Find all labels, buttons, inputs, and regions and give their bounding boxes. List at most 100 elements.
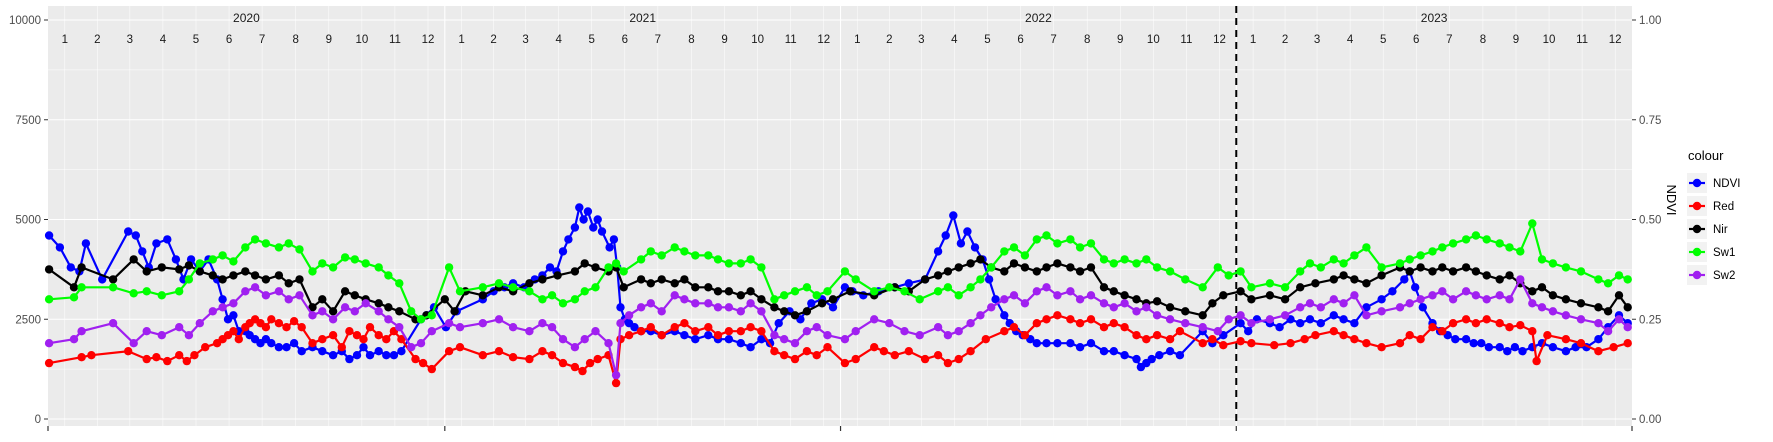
data-point (1438, 287, 1447, 296)
data-point (570, 343, 580, 352)
data-point (1120, 323, 1129, 332)
data-point (1236, 267, 1245, 276)
month-label: 7 (1050, 34, 1056, 46)
legend-key-point (1692, 270, 1702, 280)
month-label: 10 (1543, 34, 1556, 46)
y-right-tick-label: 0.25 (1639, 314, 1661, 326)
data-point (920, 275, 930, 284)
data-point (885, 319, 894, 328)
data-point (1066, 235, 1075, 244)
data-point (1075, 319, 1085, 328)
data-point (1086, 339, 1096, 348)
data-point (308, 311, 317, 320)
data-point (1561, 295, 1571, 304)
data-point (1537, 303, 1547, 312)
data-point (1165, 303, 1175, 312)
data-point (374, 331, 383, 340)
data-point (175, 323, 184, 332)
data-point (152, 239, 161, 248)
data-point (175, 287, 184, 296)
data-point (605, 243, 614, 252)
data-point (746, 255, 755, 264)
legend: colour NDVI Red Nir Sw1 Sw2 (1687, 148, 1740, 285)
month-label: 12 (1213, 34, 1226, 46)
data-point (657, 275, 666, 284)
data-point (1132, 354, 1141, 364)
data-point (361, 299, 370, 308)
month-label: 8 (293, 34, 299, 46)
data-point (597, 227, 607, 236)
data-point (350, 255, 359, 264)
data-point (1438, 263, 1447, 272)
data-point (182, 356, 191, 366)
month-label: 2 (1282, 34, 1288, 46)
data-point (229, 311, 238, 320)
month-label: 10 (355, 34, 368, 46)
data-point (218, 251, 227, 260)
data-point (1280, 295, 1290, 304)
month-label: 2 (886, 34, 892, 46)
data-point (77, 263, 86, 272)
data-point (250, 235, 260, 244)
data-point (284, 279, 293, 288)
data-point (1418, 303, 1428, 312)
data-point (1339, 331, 1348, 340)
data-point (440, 295, 449, 304)
data-point (1075, 267, 1085, 276)
data-point (591, 283, 600, 292)
data-point (933, 271, 943, 280)
data-point (1020, 263, 1030, 272)
month-label: 12 (1609, 34, 1622, 46)
data-point (1075, 243, 1085, 252)
data-point (564, 235, 573, 244)
data-point (1505, 295, 1514, 304)
data-point (1495, 275, 1504, 284)
data-point (1377, 271, 1386, 280)
data-point (359, 343, 368, 352)
data-point (943, 358, 953, 368)
data-point (846, 287, 855, 296)
data-point (1614, 315, 1624, 324)
data-point (954, 263, 963, 272)
data-point (1244, 327, 1253, 336)
data-point (1219, 291, 1228, 300)
data-point (840, 335, 850, 344)
data-point (1510, 343, 1520, 352)
data-point (1296, 267, 1305, 276)
data-point (757, 307, 766, 316)
data-point (570, 362, 580, 372)
data-point (1142, 303, 1151, 312)
data-point (77, 283, 86, 292)
data-point (547, 291, 557, 300)
data-point (1561, 263, 1571, 272)
data-point (1516, 247, 1525, 256)
data-point (933, 247, 943, 256)
data-point (851, 275, 860, 284)
data-point (352, 351, 362, 360)
data-point (828, 295, 838, 304)
month-label: 9 (1117, 34, 1123, 46)
data-point (1152, 263, 1162, 272)
data-point (1042, 263, 1051, 272)
data-point (1339, 271, 1348, 280)
month-label: 6 (1413, 34, 1419, 46)
data-point (1329, 327, 1339, 336)
data-point (157, 331, 166, 340)
data-point (770, 331, 779, 340)
data-point (987, 303, 996, 312)
data-point (657, 251, 666, 260)
data-point (774, 319, 783, 328)
data-point (966, 347, 975, 356)
data-point (142, 287, 151, 296)
data-point (478, 351, 487, 360)
data-point (152, 353, 161, 362)
data-point (328, 351, 338, 360)
data-point (1405, 255, 1414, 264)
data-point (1537, 283, 1547, 292)
data-point (1503, 347, 1512, 356)
data-point (1020, 299, 1030, 308)
data-point (1362, 243, 1371, 252)
data-point (823, 343, 832, 352)
month-label: 12 (817, 34, 830, 46)
year-label: 2023 (1421, 11, 1448, 25)
